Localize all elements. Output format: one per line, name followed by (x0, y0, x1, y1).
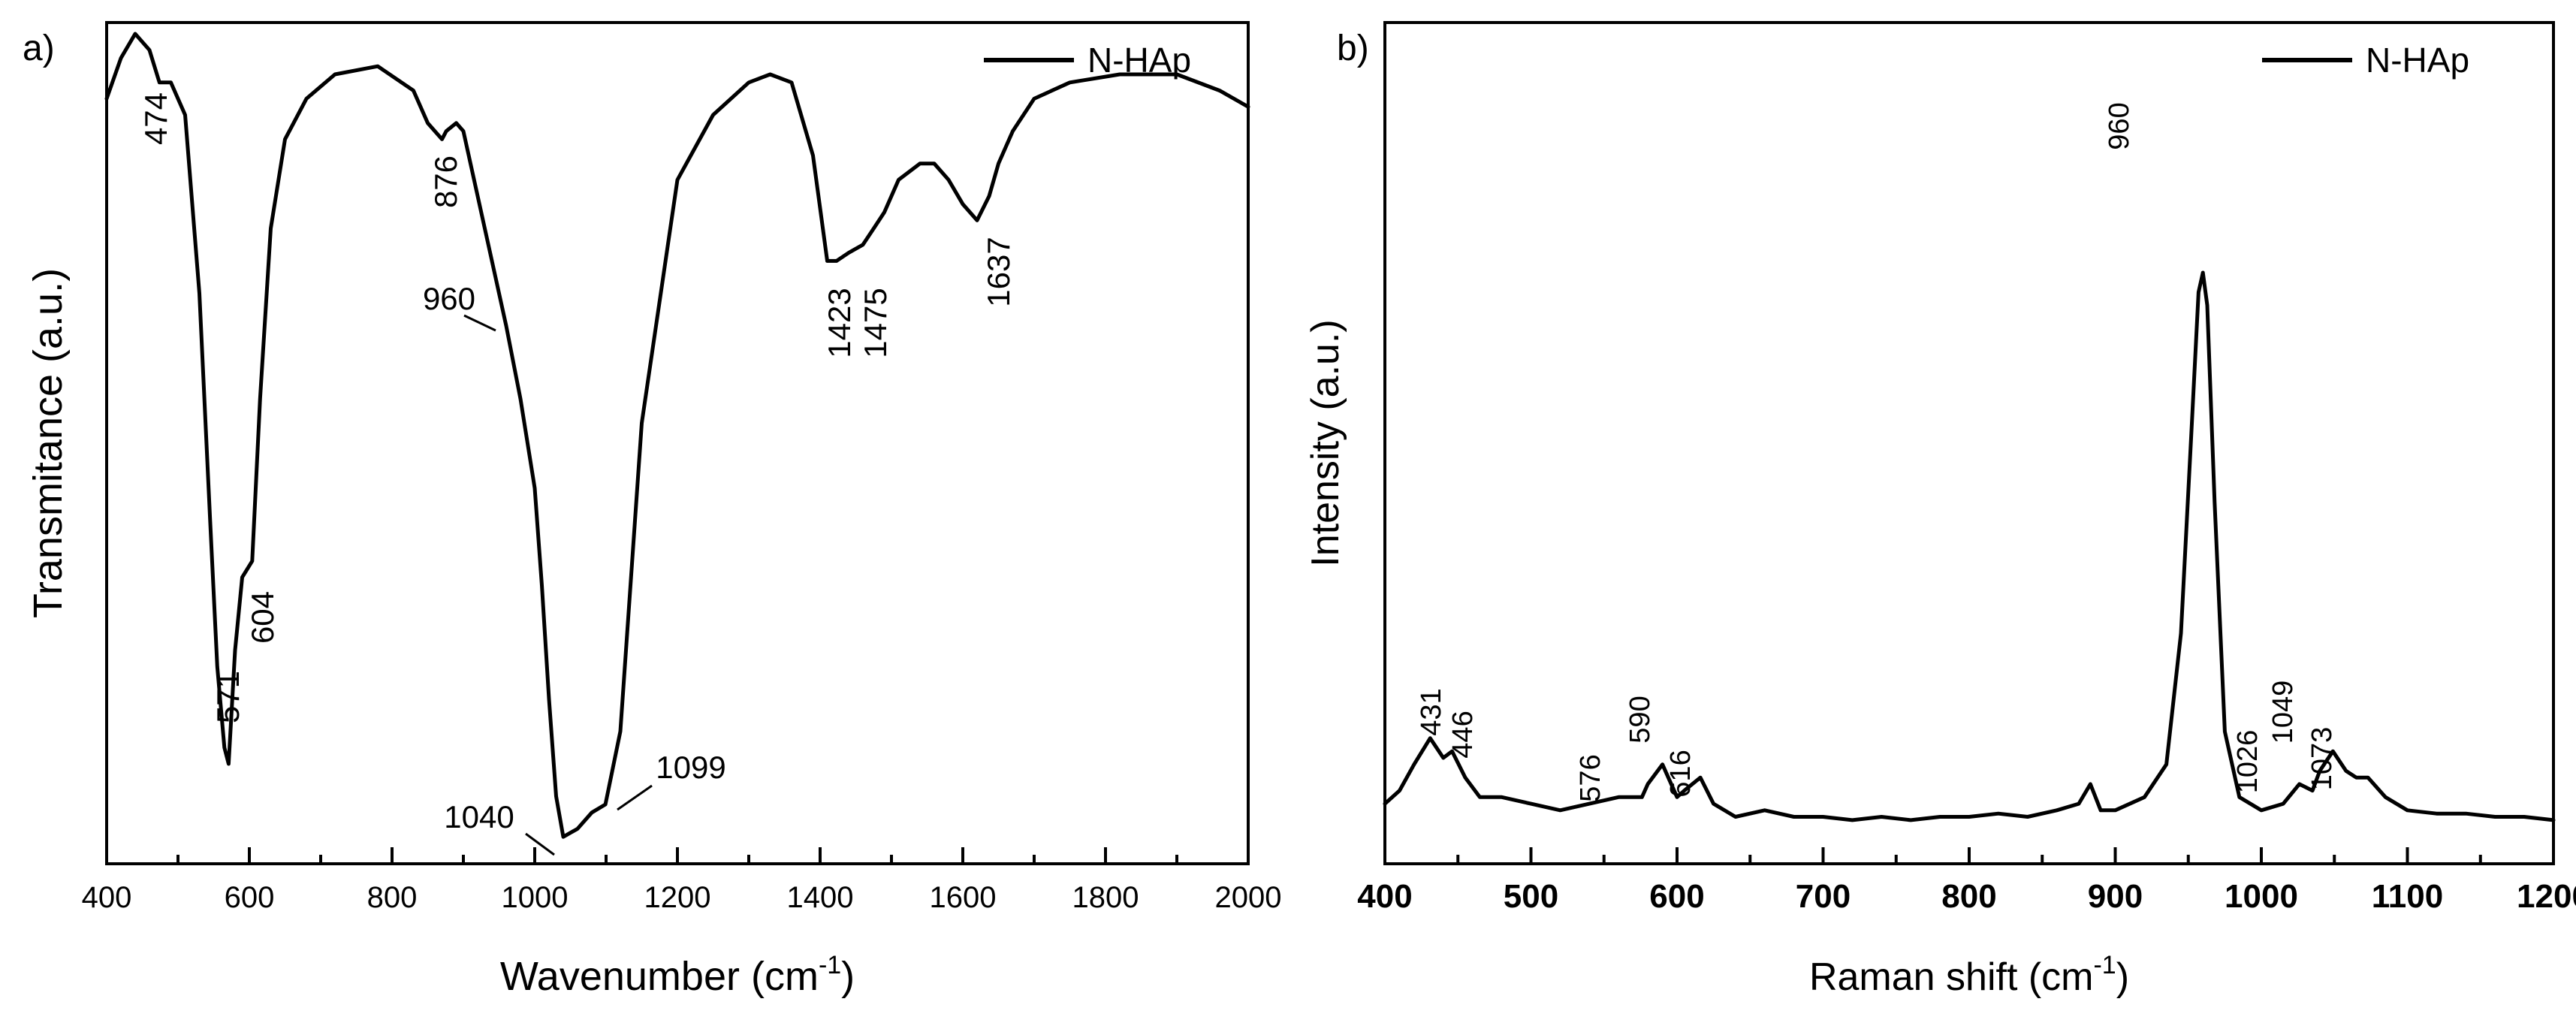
panel-b-peak-label-576: 576 (1575, 754, 1606, 801)
panel-b-y-axis-title: Intensity (a.u.) (1304, 319, 1347, 566)
panel-a-arrow-1040 (525, 832, 555, 856)
panel-a-peak-label-876: 876 (428, 155, 463, 208)
panel-a-peak-label-960: 960 (423, 281, 475, 316)
panel-b-peak-label-616: 616 (1665, 750, 1697, 797)
panel-b-x-axis-title: Raman shift (cm-1) (1809, 951, 2129, 999)
panel-a: a) 400 600 800 1000 1200 1400 1600 1800 2000 N-H… (23, 21, 1282, 999)
panel-b-x-tick-label-800: 800 (1941, 878, 1996, 915)
panel-a-x-axis-title: Wavenumber (cm-1) (500, 951, 855, 999)
panel-a-arrow-960 (463, 314, 496, 332)
panel-b-peak-label-1073: 1073 (2306, 727, 2338, 791)
panel-b-series-n-hap (1383, 270, 2556, 822)
panel-b-x-tick-label-1100: 1100 (2372, 878, 2443, 915)
panel-a-peak-label-1423: 1423 (822, 288, 857, 358)
panel-a-peak-label-604: 604 (245, 591, 280, 644)
panel-b-legend-label: N-HAp (2366, 41, 2469, 80)
panel-b-peak-label-960: 960 (2104, 102, 2135, 149)
panel-b-peak-label-431: 431 (1416, 688, 1447, 735)
panel-a-peak-label-474: 474 (138, 92, 173, 145)
panel-a-x-ticks (105, 847, 1250, 864)
panel-a-x-tick-label-1600: 1600 (930, 881, 997, 914)
panel-b-x-tick-label-900: 900 (2088, 878, 2143, 915)
panel-b-label: b) (1337, 29, 1369, 68)
panel-a-legend-label: N-HAp (1087, 41, 1191, 80)
panel-b-x-tick-label-400: 400 (1357, 878, 1412, 915)
panel-b-peak-label-1026: 1026 (2232, 730, 2264, 794)
panel-a-peak-label-1040: 1040 (444, 799, 514, 834)
panel-b-x-tick-label-1000: 1000 (2225, 878, 2298, 915)
panel-b-peak-label-446: 446 (1447, 711, 1479, 758)
panel-a-x-tick-labels: 400 600 800 1000 1200 1400 1600 1800 2000 (82, 881, 1282, 914)
panel-a-x-tick-label-800: 800 (367, 881, 418, 914)
panel-a-peak-label-1637: 1637 (981, 237, 1016, 306)
panel-a-series-n-hap (104, 32, 1250, 839)
panel-b-x-tick-labels: 400 500 600 700 800 900 1000 1100 1200 (1357, 878, 2576, 915)
panel-a-x-tick-label-1000: 1000 (502, 881, 569, 914)
panel-a-x-tick-label-1200: 1200 (644, 881, 711, 914)
panel-b-peak-label-590: 590 (1624, 696, 1656, 743)
panel-a-x-tick-label-1400: 1400 (787, 881, 854, 914)
panel-a-y-axis-title: Transmitance (a.u.) (26, 268, 71, 618)
panel-b-axes-frame (1383, 21, 2555, 865)
panel-a-axes-frame (105, 21, 1250, 865)
panel-b: b) 400500600700800900100011001200 N-HAp … (1304, 21, 2576, 999)
panel-a-x-tick-label-1800: 1800 (1072, 881, 1139, 914)
panel-a-arrow-1099 (617, 784, 653, 811)
panel-b-x-tick-label-700: 700 (1796, 878, 1851, 915)
panel-a-peak-label-1099: 1099 (656, 750, 725, 785)
panel-b-x-tick-label-600: 600 (1649, 878, 1704, 915)
panel-a-label: a) (23, 29, 55, 68)
panel-a-x-tick-label-2000: 2000 (1215, 881, 1282, 914)
panel-b-x-tick-label-1200: 1200 (2517, 878, 2576, 915)
panel-a-peak-label-571: 571 (210, 671, 246, 723)
panel-b-peak-label-1049: 1049 (2267, 680, 2299, 744)
panel-a-peak-label-1475: 1475 (858, 288, 893, 358)
panel-b-x-ticks (1383, 847, 2555, 864)
panel-b-x-tick-label-500: 500 (1504, 878, 1558, 915)
panel-a-x-tick-label-400: 400 (82, 881, 132, 914)
panel-a-x-tick-label-600: 600 (225, 881, 275, 914)
